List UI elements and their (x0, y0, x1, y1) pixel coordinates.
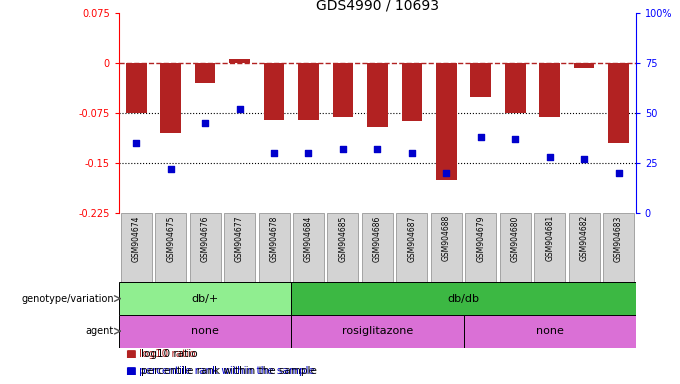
Bar (328, 213, 358, 282)
Point (613, 170, 624, 176)
Text: GSM904677: GSM904677 (235, 215, 244, 262)
Text: db/+: db/+ (192, 293, 219, 304)
Bar (190, 213, 220, 282)
Text: GSM904674: GSM904674 (132, 215, 141, 262)
Bar (362, 213, 393, 282)
Bar (464, 315, 636, 348)
Bar (534, 213, 565, 282)
Point (372, 146, 383, 152)
Point (165, 166, 176, 172)
Text: GSM904676: GSM904676 (201, 215, 209, 262)
Bar (333, 63, 354, 117)
Bar (471, 63, 491, 97)
Bar (500, 213, 530, 282)
Text: none: none (191, 326, 219, 336)
Text: GSM904686: GSM904686 (373, 215, 382, 262)
Text: agent: agent (86, 326, 114, 336)
Text: GSM904684: GSM904684 (304, 215, 313, 262)
Point (475, 134, 486, 140)
Bar (367, 63, 388, 127)
Bar (126, 63, 147, 113)
Text: GSM904683: GSM904683 (614, 215, 623, 262)
Point (544, 154, 555, 160)
Point (269, 150, 279, 156)
Bar (574, 63, 594, 68)
Bar (224, 213, 255, 282)
Text: percentile rank within the sample: percentile rank within the sample (141, 366, 317, 376)
Text: GSM904679: GSM904679 (476, 215, 486, 262)
Bar (465, 213, 496, 282)
Point (234, 106, 245, 113)
Point (303, 150, 314, 156)
Bar (298, 63, 319, 120)
Text: none: none (536, 326, 564, 336)
Text: GSM904680: GSM904680 (511, 215, 520, 262)
Point (200, 120, 211, 126)
Bar (291, 315, 464, 348)
Bar (264, 63, 284, 120)
Bar (160, 63, 181, 133)
Text: ■: ■ (126, 349, 135, 359)
Text: db/db: db/db (447, 293, 479, 304)
Text: GSM904688: GSM904688 (442, 215, 451, 262)
Bar (291, 282, 636, 315)
Bar (293, 213, 324, 282)
Text: genotype/variation: genotype/variation (21, 293, 114, 304)
Point (407, 150, 418, 156)
Bar (155, 213, 186, 282)
Bar (119, 315, 291, 348)
Text: ■: ■ (126, 366, 135, 376)
Point (337, 146, 348, 152)
Bar (229, 59, 250, 63)
Bar (258, 213, 290, 282)
Bar (121, 213, 152, 282)
Text: log10 ratio: log10 ratio (141, 349, 197, 359)
Bar (539, 63, 560, 117)
Point (579, 156, 590, 162)
Bar (568, 213, 600, 282)
Bar (505, 63, 526, 113)
Text: GSM904682: GSM904682 (579, 215, 589, 262)
Bar (194, 63, 216, 83)
Text: ■ percentile rank within the sample: ■ percentile rank within the sample (126, 366, 315, 376)
Point (441, 170, 452, 176)
Text: GSM904681: GSM904681 (545, 215, 554, 262)
Text: GSM904687: GSM904687 (407, 215, 416, 262)
Title: GDS4990 / 10693: GDS4990 / 10693 (316, 0, 439, 12)
Bar (603, 213, 634, 282)
Text: GSM904675: GSM904675 (166, 215, 175, 262)
Bar (396, 213, 427, 282)
Bar (119, 282, 291, 315)
Point (510, 136, 521, 142)
Text: rosiglitazone: rosiglitazone (342, 326, 413, 336)
Bar (436, 63, 457, 180)
Bar (431, 213, 462, 282)
Text: GSM904685: GSM904685 (339, 215, 347, 262)
Bar (401, 63, 422, 121)
Bar (608, 63, 629, 143)
Text: ■ log10 ratio: ■ log10 ratio (126, 349, 195, 359)
Text: GSM904678: GSM904678 (269, 215, 279, 262)
Point (131, 140, 141, 146)
